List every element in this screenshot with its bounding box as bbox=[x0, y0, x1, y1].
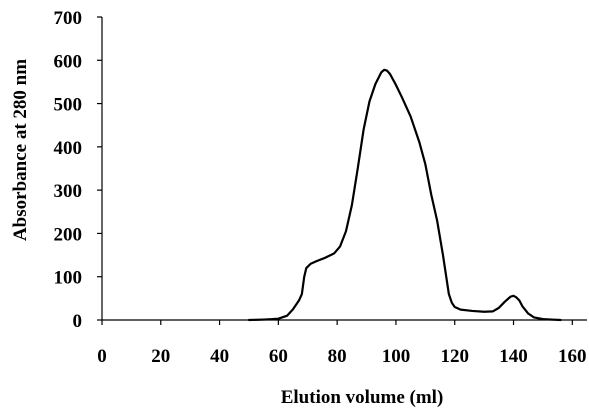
y-tick-label: 200 bbox=[54, 224, 83, 245]
absorbance-series-line bbox=[249, 70, 561, 320]
y-tick-label: 700 bbox=[54, 8, 83, 29]
x-axis-title: Elution volume (ml) bbox=[281, 387, 444, 408]
y-tick-label: 0 bbox=[73, 311, 83, 332]
x-tick-label: 40 bbox=[210, 346, 229, 367]
x-tick-label: 160 bbox=[558, 346, 587, 367]
y-tick-label: 100 bbox=[54, 268, 83, 289]
x-tick-label: 80 bbox=[328, 346, 347, 367]
y-axis-title: Absorbance at 280 nm bbox=[10, 59, 31, 241]
x-tick-label: 60 bbox=[269, 346, 288, 367]
x-tick-label: 0 bbox=[97, 346, 107, 367]
y-tick-label: 600 bbox=[54, 51, 83, 72]
y-tick-label: 300 bbox=[54, 181, 83, 202]
y-tick-label: 500 bbox=[54, 95, 83, 116]
x-tick-label: 20 bbox=[151, 346, 170, 367]
x-tick-label: 100 bbox=[382, 346, 411, 367]
y-tick-label: 400 bbox=[54, 138, 83, 159]
x-axis-ticks: 0 20 40 60 80 100 120 140 160 bbox=[97, 320, 586, 367]
x-tick-label: 120 bbox=[440, 346, 469, 367]
y-axis-ticks: 0 100 200 300 400 500 600 700 bbox=[54, 8, 103, 332]
x-tick-label: 140 bbox=[499, 346, 528, 367]
